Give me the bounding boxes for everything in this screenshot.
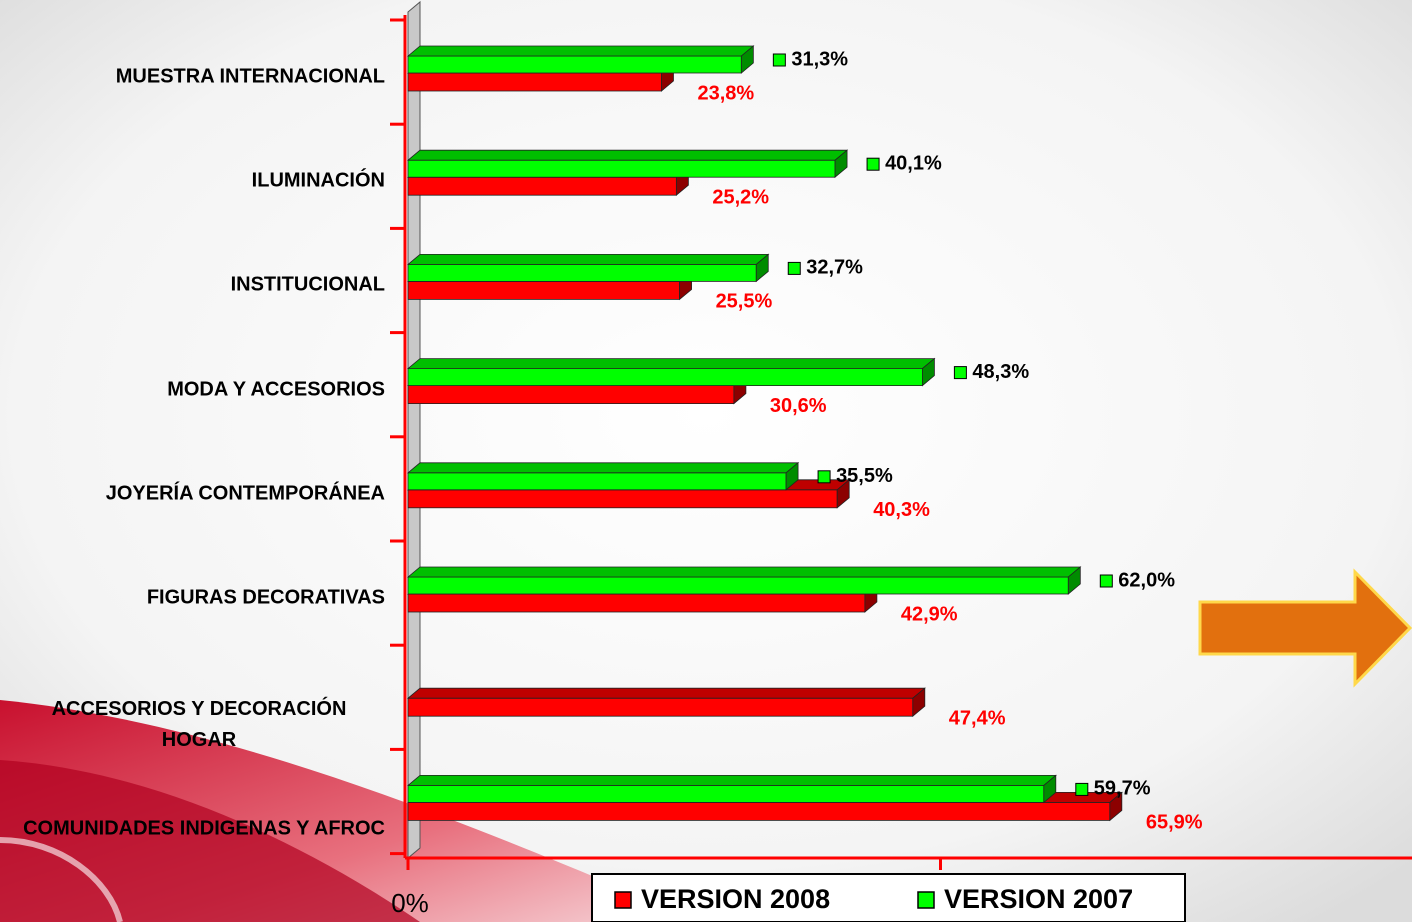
data-label: 25,5% [716, 291, 773, 313]
bar-top [406, 149, 849, 161]
bar [406, 687, 926, 718]
legend-key [917, 891, 935, 909]
data-label: 23,8% [697, 82, 754, 104]
y-tick-label: COMUNIDADES INDIGENAS Y AFROC [23, 817, 385, 840]
label-key [1075, 782, 1089, 796]
data-label: 47,4% [949, 707, 1006, 729]
bar-side [785, 461, 799, 491]
decoration [0, 760, 420, 922]
legend-label: VERSION 2008 [641, 884, 830, 914]
legend-key [614, 891, 632, 909]
bar-front [407, 263, 757, 282]
bar-top [406, 358, 936, 369]
bar-front [407, 697, 914, 717]
bar [406, 357, 936, 387]
label-key [953, 366, 967, 380]
data-label: 40,3% [873, 499, 930, 521]
bar-side [834, 149, 848, 179]
label-key [817, 470, 831, 484]
y-tick-label: MUESTRA INTERNACIONAL [115, 65, 385, 88]
y-tick-label: FIGURAS DECORATIVAS [146, 586, 385, 609]
bar [406, 461, 800, 491]
bar [406, 149, 849, 179]
bar-top [406, 775, 1057, 786]
decoration [0, 837, 123, 922]
axis-wall [407, 0, 421, 860]
bar [406, 253, 770, 283]
bar-front [407, 489, 838, 509]
y-tick-label: ACCESORIOS Y DECORACIÓN HOGAR [51, 698, 347, 752]
data-label: 31,3% [791, 48, 848, 70]
bar-front [407, 176, 677, 196]
bar-side [1067, 566, 1081, 595]
data-label: 40,1% [885, 152, 942, 174]
bar-side [912, 687, 926, 718]
bar-front [407, 72, 662, 92]
data-label: 62,0% [1118, 569, 1175, 591]
x-tick-label: 0% [391, 888, 429, 918]
bar-front [407, 385, 735, 405]
arrow [1198, 568, 1412, 688]
bar-side [755, 253, 769, 283]
bar [406, 45, 755, 74]
label-key [866, 157, 880, 171]
bar-top [406, 462, 800, 474]
data-label: 30,6% [770, 395, 827, 417]
legend-label: VERSION 2007 [944, 884, 1133, 914]
legend: VERSION 2008 VERSION 2007 [591, 873, 1186, 922]
bar-top [406, 687, 926, 699]
bar-front [407, 576, 1069, 595]
bar-side [836, 478, 850, 509]
bar-side [1043, 774, 1057, 804]
bar-side [1109, 791, 1123, 822]
y-tick-label: INSTITUCIONAL [230, 273, 385, 296]
bar-top [406, 566, 1082, 578]
label-key [787, 261, 801, 275]
data-label: 32,7% [806, 257, 863, 279]
data-label: 42,9% [901, 603, 958, 625]
bar [406, 566, 1082, 595]
data-label: 65,9% [1146, 812, 1203, 834]
bar-side [921, 357, 935, 387]
bar-front [407, 368, 923, 387]
bar-top [406, 254, 770, 265]
bar-top [406, 45, 755, 57]
bar-side [740, 45, 754, 74]
bar-front [407, 280, 680, 300]
data-label: 59,7% [1094, 778, 1151, 800]
y-tick-label: ILUMINACIÓN [251, 169, 385, 192]
bar-front [407, 472, 787, 491]
y-tick-label: JOYERÍA CONTEMPORÁNEA [105, 482, 385, 505]
bar [406, 774, 1057, 804]
bar-front [407, 593, 866, 613]
bar-front [407, 802, 1111, 821]
bar-front [407, 159, 836, 178]
label-key [772, 53, 786, 67]
data-label: 35,5% [836, 465, 893, 487]
bar-front [407, 55, 742, 74]
data-label: 25,2% [712, 186, 769, 208]
label-key [1099, 574, 1113, 588]
y-tick-label: MODA Y ACCESORIOS [167, 378, 385, 401]
bar-front [407, 785, 1045, 803]
data-label: 48,3% [972, 361, 1029, 383]
